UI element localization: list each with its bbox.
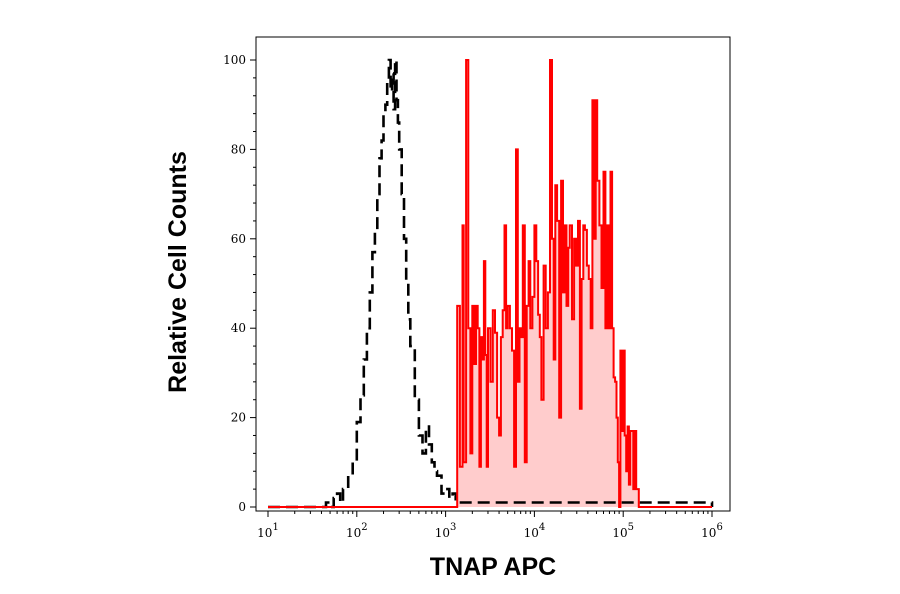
series-1-line [268, 58, 714, 509]
series-2-fill [268, 60, 712, 507]
x-tick-label: 106 [701, 522, 723, 540]
y-tick-label: 60 [231, 232, 246, 246]
y-axis-title: Relative Cell Counts [164, 151, 192, 393]
y-axis: 0 20 40 60 80 100 [223, 53, 256, 514]
line-layer [268, 58, 714, 509]
x-tick-label: 104 [524, 522, 546, 540]
y-tick-label: 40 [231, 321, 246, 335]
y-tick-label: 100 [223, 53, 246, 67]
y-tick-label: 0 [238, 500, 246, 514]
y-tick-label: 20 [231, 411, 246, 425]
x-axis: 101 102 103 104 105 106 [257, 511, 723, 540]
x-axis-title: TNAP APC [430, 553, 556, 581]
x-tick-label: 102 [346, 522, 368, 540]
y-tick-label: 80 [231, 142, 246, 156]
x-tick-label: 103 [435, 522, 457, 540]
series-2-line [268, 59, 712, 508]
plot-frame [255, 36, 731, 512]
x-tick-label: 105 [612, 522, 634, 540]
x-tick-label: 101 [257, 522, 279, 540]
fill-layer [268, 60, 712, 507]
